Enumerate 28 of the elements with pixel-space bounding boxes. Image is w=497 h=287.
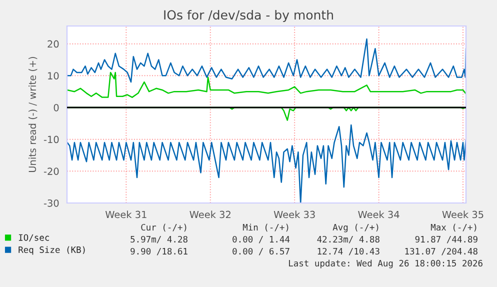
y-axis-title: Units read (-) / write (+) bbox=[28, 56, 38, 172]
y-tick-label: -20 bbox=[44, 168, 59, 175]
text: 5.97m/ 4.28 bbox=[130, 236, 188, 244]
text: Cur (-/+) bbox=[141, 224, 186, 232]
text: Max (-/+) bbox=[430, 224, 476, 232]
text: 0.00 / 6.57 bbox=[232, 248, 290, 256]
x-tick-label: Week 34 bbox=[358, 210, 400, 218]
text: 9.90 /18.61 bbox=[130, 248, 188, 256]
y-tick-label: 10 bbox=[48, 72, 59, 80]
x-tick-label: Week 35 bbox=[442, 210, 484, 218]
x-tick-label: Week 33 bbox=[274, 210, 315, 218]
y-tick-label: 20 bbox=[48, 40, 59, 48]
text: Avg (-/+) bbox=[332, 224, 378, 232]
chart-title: IOs for /dev/sda - by month bbox=[164, 10, 333, 22]
text: 91.87 /44.89 bbox=[415, 236, 478, 244]
legend-label: Req Size (KB) bbox=[18, 246, 85, 255]
text: Last update: Wed Aug 26 18:00:15 2026 bbox=[289, 260, 482, 268]
y-tick-label: -30 bbox=[44, 199, 59, 207]
x-tick-label: Week 32 bbox=[190, 210, 230, 218]
x-tick-label: Week 31 bbox=[105, 210, 146, 218]
text: Min (-/+) bbox=[242, 224, 288, 232]
text: 42.23m/ 4.88 bbox=[317, 236, 380, 244]
text: 131.07 /204.48 bbox=[405, 248, 478, 256]
y-tick-label: -10 bbox=[44, 136, 59, 144]
legend-label: IO/sec bbox=[18, 234, 49, 242]
text: 0.00 / 1.44 bbox=[232, 236, 290, 244]
text: 12.74 /10.43 bbox=[318, 248, 380, 256]
y-tick-label: 0 bbox=[54, 104, 59, 112]
